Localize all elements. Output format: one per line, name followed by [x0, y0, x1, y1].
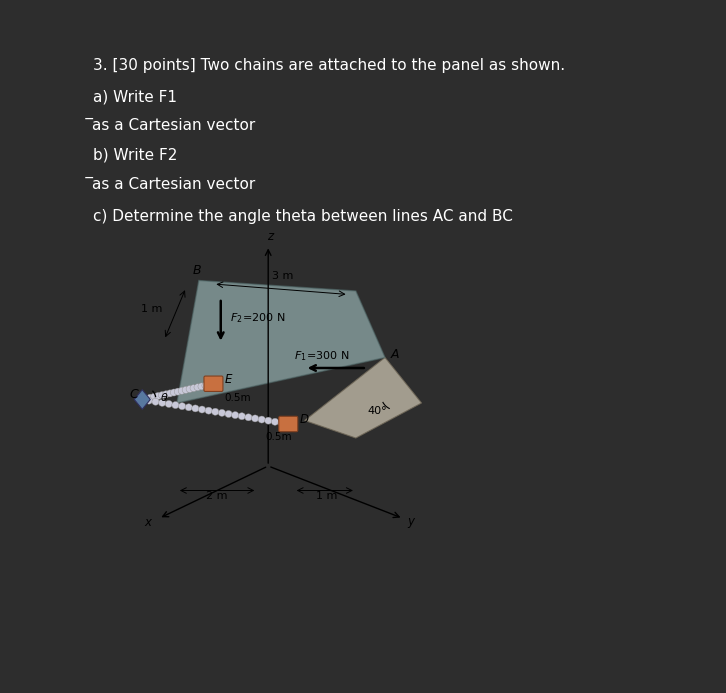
Circle shape — [272, 419, 279, 426]
FancyBboxPatch shape — [204, 376, 223, 392]
Text: $F_2\!=\!200$ N: $F_2\!=\!200$ N — [230, 310, 285, 324]
Circle shape — [205, 407, 212, 414]
Circle shape — [166, 401, 173, 407]
Text: E: E — [224, 373, 232, 386]
Circle shape — [145, 397, 152, 404]
Circle shape — [198, 406, 205, 413]
Text: z: z — [267, 230, 273, 243]
Text: 1 m: 1 m — [141, 304, 162, 314]
Circle shape — [182, 387, 189, 394]
Text: x: x — [144, 516, 151, 529]
Circle shape — [158, 392, 166, 398]
Text: 3. [30 points] Two chains are attached to the panel as shown.: 3. [30 points] Two chains are attached t… — [93, 58, 565, 73]
Circle shape — [190, 385, 197, 392]
Circle shape — [238, 413, 245, 420]
Circle shape — [206, 381, 213, 388]
Circle shape — [194, 384, 201, 391]
Circle shape — [139, 396, 146, 403]
Circle shape — [232, 412, 239, 419]
Circle shape — [278, 419, 285, 426]
Circle shape — [178, 387, 185, 394]
Circle shape — [152, 398, 159, 405]
Circle shape — [251, 415, 258, 422]
Circle shape — [192, 405, 199, 412]
Text: b) Write F2: b) Write F2 — [93, 147, 177, 162]
Circle shape — [185, 404, 192, 411]
Polygon shape — [177, 281, 385, 403]
Text: B: B — [192, 263, 201, 277]
Circle shape — [142, 395, 150, 402]
Circle shape — [163, 391, 170, 398]
Text: c) Determine the angle theta between lines AC and BC: c) Determine the angle theta between lin… — [93, 209, 513, 224]
Text: 1 m: 1 m — [316, 491, 338, 501]
Text: a) Write F1: a) Write F1 — [93, 90, 177, 105]
Circle shape — [265, 417, 272, 424]
Circle shape — [210, 380, 217, 387]
Text: 3 m: 3 m — [272, 271, 293, 281]
Circle shape — [139, 396, 146, 403]
Text: $F_1\!=\!300$ N: $F_1\!=\!300$ N — [294, 349, 349, 363]
Circle shape — [219, 410, 226, 416]
Text: ̅as a Cartesian vector: ̅as a Cartesian vector — [93, 118, 256, 133]
Circle shape — [147, 394, 154, 401]
Text: ̅as a Cartesian vector: ̅as a Cartesian vector — [93, 177, 256, 192]
Polygon shape — [305, 358, 422, 438]
Circle shape — [225, 410, 232, 417]
Text: A: A — [391, 347, 399, 360]
Text: y: y — [407, 516, 414, 529]
Circle shape — [211, 408, 219, 415]
Text: D: D — [299, 413, 309, 426]
Circle shape — [186, 385, 193, 392]
Circle shape — [245, 414, 252, 421]
FancyBboxPatch shape — [279, 416, 298, 432]
Circle shape — [166, 390, 174, 397]
Text: $\theta$: $\theta$ — [160, 392, 168, 403]
Circle shape — [171, 389, 178, 396]
Polygon shape — [134, 389, 150, 410]
Text: 40°: 40° — [368, 405, 388, 416]
Circle shape — [198, 383, 205, 390]
Circle shape — [155, 392, 162, 399]
Text: 0.5m: 0.5m — [224, 393, 251, 403]
Text: C: C — [129, 388, 138, 401]
Circle shape — [202, 382, 209, 389]
Text: 2 m: 2 m — [206, 491, 228, 501]
Text: 0.5m: 0.5m — [266, 432, 293, 441]
Circle shape — [158, 399, 166, 406]
Circle shape — [285, 421, 292, 428]
Circle shape — [150, 394, 158, 401]
Circle shape — [174, 388, 182, 395]
Circle shape — [179, 403, 186, 410]
Circle shape — [172, 401, 179, 409]
Circle shape — [258, 416, 266, 423]
